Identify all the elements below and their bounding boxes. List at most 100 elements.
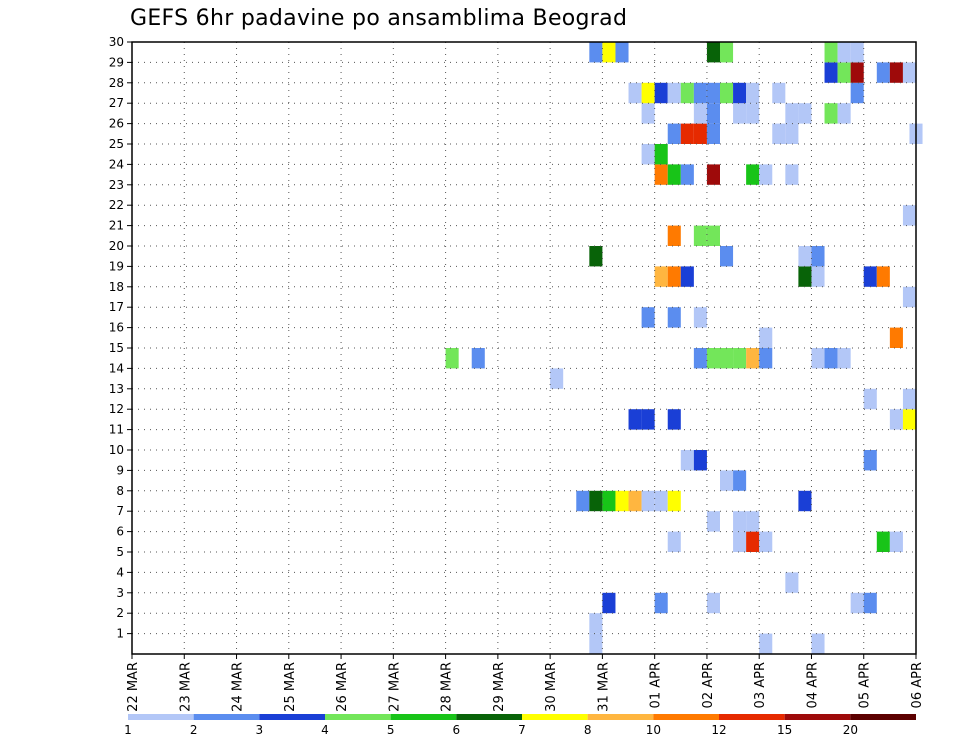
heatmap-cell bbox=[772, 123, 786, 144]
x-tick-label: 28 MAR bbox=[440, 662, 455, 712]
heatmap-cell bbox=[693, 450, 707, 471]
heatmap-cell bbox=[654, 82, 668, 104]
colorbar-segment bbox=[259, 714, 325, 720]
x-tick-label: 04 APR bbox=[805, 662, 820, 708]
y-tick-label: 15 bbox=[109, 341, 124, 355]
heatmap-cell bbox=[824, 348, 838, 369]
heatmap-cell bbox=[680, 123, 694, 144]
heatmap-cell bbox=[693, 348, 707, 369]
colorbar-label: 8 bbox=[584, 723, 592, 737]
colorbar-label: 5 bbox=[387, 723, 395, 737]
heatmap-cell bbox=[798, 266, 812, 287]
y-tick-label: 8 bbox=[116, 484, 124, 498]
y-tick-label: 28 bbox=[109, 76, 124, 90]
colorbar-label: 4 bbox=[321, 723, 329, 737]
heatmap-cell bbox=[746, 103, 760, 124]
heatmap-cell bbox=[733, 82, 747, 104]
heatmap-cell bbox=[837, 42, 851, 63]
colorbar-segment bbox=[784, 714, 851, 720]
y-tick-label: 13 bbox=[109, 382, 124, 396]
heatmap-cell bbox=[706, 42, 720, 63]
heatmap-cell bbox=[641, 490, 655, 512]
colorbar-label: 6 bbox=[453, 723, 461, 737]
heatmap-cell bbox=[615, 42, 629, 63]
heatmap-cell bbox=[889, 409, 903, 430]
heatmap-cell bbox=[706, 511, 720, 532]
heatmap-cell bbox=[693, 103, 707, 124]
heatmap-cell bbox=[733, 531, 747, 552]
heatmap-cell bbox=[693, 307, 707, 328]
x-tick-label: 01 APR bbox=[649, 662, 664, 708]
colorbar-segment bbox=[522, 714, 588, 720]
y-tick-label: 6 bbox=[116, 525, 124, 539]
y-tick-label: 19 bbox=[109, 259, 124, 273]
y-tick-label: 25 bbox=[109, 137, 124, 151]
heatmap-cell bbox=[889, 62, 903, 83]
heatmap-cell bbox=[641, 307, 655, 328]
colorbar-segment bbox=[587, 714, 654, 720]
heatmap-cell bbox=[850, 42, 864, 63]
heatmap-cell bbox=[706, 225, 720, 246]
heatmap-cell bbox=[850, 62, 864, 83]
x-tick-label: 03 APR bbox=[753, 662, 768, 708]
heatmap-cell bbox=[720, 348, 734, 369]
x-tick-label: 23 MAR bbox=[178, 662, 193, 712]
heatmap-cell bbox=[863, 450, 877, 471]
colorbar-label: 12 bbox=[711, 723, 726, 737]
heatmap-cell bbox=[589, 490, 603, 512]
heatmap-cell bbox=[550, 368, 564, 389]
heatmap-cell bbox=[706, 123, 720, 144]
colorbar-segment bbox=[456, 714, 522, 720]
heatmap-cell bbox=[667, 82, 681, 104]
heatmap-cell bbox=[733, 348, 747, 369]
y-tick-label: 23 bbox=[109, 178, 124, 192]
heatmap-cell bbox=[798, 246, 812, 267]
colorbar-label: 3 bbox=[256, 723, 264, 737]
heatmap-cell bbox=[576, 490, 590, 512]
heatmap-cell bbox=[628, 490, 642, 512]
heatmap-cell bbox=[589, 42, 603, 63]
heatmap-cell bbox=[876, 266, 890, 287]
heatmap-cell bbox=[654, 144, 668, 165]
heatmap-cell bbox=[746, 511, 760, 532]
heatmap-cell bbox=[680, 82, 694, 104]
heatmap-cell bbox=[720, 42, 734, 63]
heatmap-cell bbox=[602, 42, 616, 63]
x-tick-label: 02 APR bbox=[701, 662, 716, 708]
heatmap-cell bbox=[863, 592, 877, 614]
x-tick-label: 05 APR bbox=[858, 662, 873, 708]
y-tick-label: 4 bbox=[116, 565, 124, 579]
heatmap-cell bbox=[693, 82, 707, 104]
heatmap-cell bbox=[667, 123, 681, 144]
heatmap-cell bbox=[785, 572, 799, 593]
heatmap-cell bbox=[863, 266, 877, 287]
heatmap-cell bbox=[589, 246, 603, 267]
heatmap-cell bbox=[902, 62, 916, 83]
y-tick-label: 1 bbox=[116, 627, 124, 641]
heatmap-cell bbox=[811, 246, 825, 267]
heatmap-cell bbox=[902, 286, 916, 308]
heatmap-cell bbox=[706, 103, 720, 124]
heatmap-cell bbox=[902, 205, 916, 226]
heatmap-cell bbox=[733, 470, 747, 491]
heatmap-cell bbox=[641, 103, 655, 124]
y-tick-label: 9 bbox=[116, 463, 124, 477]
y-tick-label: 26 bbox=[109, 117, 124, 131]
heatmap-cell bbox=[811, 266, 825, 287]
heatmap-cell bbox=[746, 531, 760, 552]
heatmap-cell bbox=[654, 164, 668, 185]
heatmap-cell bbox=[706, 348, 720, 369]
y-tick-label: 12 bbox=[109, 402, 124, 416]
x-tick-label: 24 MAR bbox=[231, 662, 246, 712]
y-tick-label: 20 bbox=[109, 239, 124, 253]
heatmap-cell bbox=[445, 348, 459, 369]
heatmap-cell bbox=[602, 490, 616, 512]
heatmap-cell bbox=[641, 144, 655, 165]
x-tick-label: 30 MAR bbox=[544, 662, 559, 712]
heatmap-cell bbox=[589, 613, 603, 634]
heatmap-cell bbox=[706, 82, 720, 104]
heatmap-cell bbox=[680, 164, 694, 185]
heatmap-cell bbox=[733, 103, 747, 124]
